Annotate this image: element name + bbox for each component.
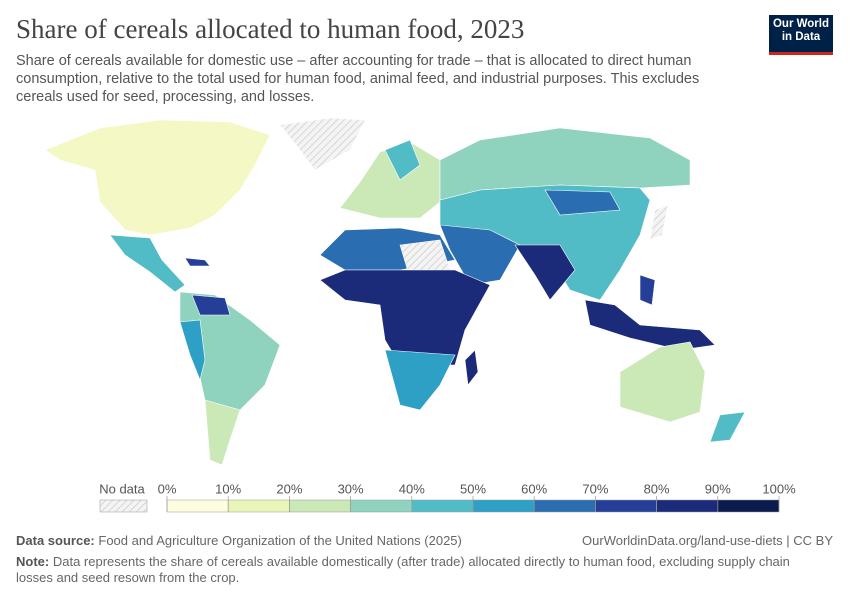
india[interactable] — [514, 244, 576, 301]
middle-east[interactable] — [439, 224, 521, 286]
mongolia[interactable] — [544, 189, 621, 216]
southeast-asia[interactable] — [584, 299, 716, 351]
legend-tick-label: 10% — [215, 481, 241, 496]
legend: No data 0% 10% 20% 30% 40% 50% 60% 70% 80% 90% 100… — [99, 481, 796, 513]
legend-tick-label: 30% — [338, 481, 364, 496]
legend-bin[interactable] — [350, 499, 413, 513]
legend-bin[interactable] — [472, 499, 535, 513]
source: Data source: Food and Agriculture Organi… — [16, 533, 462, 548]
new-zealand[interactable] — [709, 411, 746, 443]
world-map — [44, 117, 746, 466]
legend-tick-label: 50% — [460, 481, 486, 496]
venezuela[interactable] — [191, 294, 231, 316]
north-america[interactable] — [44, 119, 271, 236]
logo-line: Our World — [772, 18, 829, 30]
legend-bin[interactable] — [166, 499, 229, 513]
japan[interactable] — [649, 204, 669, 241]
central-america[interactable] — [109, 234, 186, 293]
source-text: Food and Agriculture Organization of the… — [98, 533, 462, 548]
legend-tick-label: 20% — [276, 481, 302, 496]
legend-bin[interactable] — [227, 499, 290, 513]
note-label: Note: — [16, 554, 50, 569]
legend-bin[interactable] — [411, 499, 474, 513]
legend-tick-label: 70% — [582, 481, 608, 496]
andes[interactable] — [179, 319, 206, 381]
legend-tick-label: 80% — [644, 481, 670, 496]
no-data-label: No data — [99, 481, 145, 496]
legend-bin[interactable] — [656, 499, 719, 513]
caribbean[interactable] — [184, 257, 211, 267]
greenland[interactable] — [279, 117, 366, 171]
logo[interactable]: Our World in Data — [769, 15, 833, 55]
subtitle: Share of cereals available for domestic … — [16, 53, 700, 105]
note-text: Data represents the share of cereals ava… — [16, 554, 790, 585]
legend-tick-label: 0% — [158, 481, 177, 496]
africa-south[interactable] — [384, 349, 456, 411]
philippines[interactable] — [639, 274, 656, 306]
no-data-swatch[interactable] — [99, 499, 148, 513]
logo-line: in Data — [781, 31, 821, 43]
title: Share of cereals allocated to human food… — [16, 14, 525, 44]
note: Note: Data represents the share of cerea… — [16, 554, 826, 586]
australia[interactable] — [619, 341, 706, 423]
legend-tick-label: 60% — [521, 481, 547, 496]
legend-bin[interactable] — [533, 499, 596, 513]
legend-bin[interactable] — [717, 499, 780, 513]
url[interactable]: OurWorldinData.org/land-use-diets | CC B… — [582, 533, 833, 548]
scandinavia[interactable] — [384, 139, 421, 181]
legend-bin[interactable] — [289, 499, 351, 513]
legend-tick-label: 90% — [705, 481, 731, 496]
source-label: Data source: — [16, 533, 95, 548]
southern-cone[interactable] — [204, 399, 241, 466]
madagascar[interactable] — [464, 349, 479, 386]
legend-bin[interactable] — [595, 499, 657, 513]
legend-tick-label: 40% — [399, 481, 425, 496]
legend-tick-label: 100% — [762, 481, 796, 496]
africa-central[interactable] — [319, 269, 491, 366]
